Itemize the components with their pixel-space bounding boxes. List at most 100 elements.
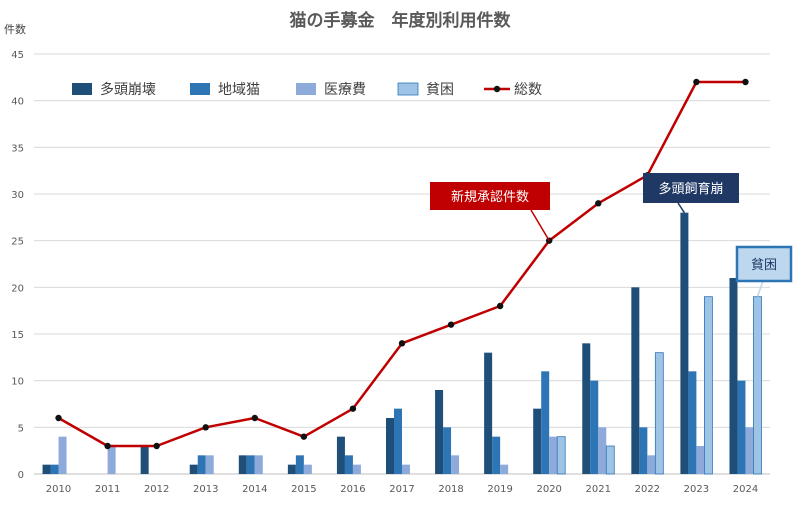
y-axis-label: 件数 [4, 23, 26, 36]
bar-3 [303, 464, 312, 474]
bar-2 [737, 380, 746, 474]
bar-4 [753, 296, 762, 475]
bar-3 [254, 455, 263, 474]
y-tick-label: 35 [11, 143, 24, 154]
bar-1 [238, 455, 247, 474]
bar-4 [605, 445, 615, 475]
annotation-text: 多頭飼育崩 [658, 181, 723, 197]
y-tick-label: 30 [11, 190, 24, 201]
total-line-group [55, 78, 749, 450]
legend-marker [493, 85, 501, 93]
total-point [153, 442, 160, 450]
total-point [693, 78, 700, 86]
bar-2 [688, 371, 697, 474]
bar-3 [696, 446, 705, 474]
y-tick-label: 5 [18, 423, 24, 434]
x-tick-label: 2014 [242, 484, 267, 495]
bar-2 [394, 408, 402, 474]
bar-1 [631, 287, 640, 474]
bar-1 [582, 343, 591, 474]
total-point [251, 414, 258, 422]
total-point [300, 433, 308, 440]
legend-swatch [190, 83, 210, 95]
bar-3 [598, 427, 607, 474]
bar-1 [484, 352, 493, 474]
annotation-box [430, 182, 550, 210]
legend-label: 地域猫 [218, 82, 260, 98]
y-tick-label: 25 [11, 237, 24, 248]
total-point [104, 442, 111, 450]
bar-3 [647, 455, 656, 474]
x-tick-labels: 2010 2011 2012 2013 2014 2015 2016 2017 2018 2019… [46, 484, 758, 495]
chart-title: 猫の手募金 年度別利用件数 [290, 10, 512, 31]
x-tick-label: 2022 [635, 484, 660, 495]
grid-lines [34, 53, 770, 475]
legend: 多頭崩壊 地域猫 医療費 貧困 総数 [72, 81, 542, 98]
bar-1 [287, 464, 296, 474]
bar-1 [336, 436, 345, 474]
bar-2 [590, 380, 599, 474]
bar-2 [443, 427, 452, 474]
legend-label: 多頭崩壊 [100, 81, 156, 98]
bar-2 [246, 455, 255, 474]
y-tick-label: 40 [11, 97, 24, 108]
total-point [447, 321, 455, 328]
x-tick-label: 2013 [193, 484, 218, 495]
x-tick-label: 2023 [684, 484, 709, 495]
bar-3 [451, 455, 460, 474]
bar-1 [729, 278, 738, 474]
total-line [57, 80, 746, 448]
bar-2 [541, 371, 550, 474]
x-tick-label: 2016 [340, 484, 365, 495]
x-tick-label: 2020 [536, 484, 561, 495]
legend-label: 貧困 [426, 82, 454, 98]
x-tick-label: 2021 [586, 484, 611, 495]
legend-label: 医療費 [324, 81, 366, 98]
total-point [202, 424, 209, 431]
x-tick-label: 2010 [46, 484, 71, 495]
annotation-text: 新規承認件数 [451, 189, 529, 205]
bar-4 [704, 296, 713, 475]
annotation-box [643, 173, 739, 203]
bar-3 [500, 464, 509, 474]
bar-2 [492, 436, 501, 474]
bar-3 [402, 464, 410, 474]
x-tick-label: 2017 [389, 484, 414, 495]
y-tick-label: 0 [18, 470, 24, 481]
annotation-box [735, 245, 793, 283]
annotation-leader [677, 202, 686, 214]
total-point [496, 302, 504, 310]
bar-4 [556, 436, 566, 475]
total-point [398, 340, 406, 347]
x-tick-label: 2011 [95, 484, 120, 495]
annotation-text: 貧困 [751, 258, 777, 273]
bar-2 [197, 455, 206, 474]
bar-1 [42, 464, 51, 474]
legend-swatch [296, 83, 316, 95]
total-point [349, 405, 357, 412]
bar-1 [435, 390, 444, 474]
y-tick-label: 45 [11, 50, 24, 61]
bar-3 [745, 427, 754, 474]
bar-2 [50, 464, 59, 474]
bar-3 [205, 455, 214, 474]
y-tick-labels: 0 5 10 15 20 25 30 35 40 45 [11, 50, 24, 481]
x-tick-label: 2024 [733, 484, 758, 495]
y-tick-label: 20 [11, 283, 24, 294]
y-tick-label: 15 [11, 330, 24, 341]
bar-2 [344, 455, 353, 474]
x-tick-label: 2019 [487, 484, 512, 495]
annotation-leader [756, 280, 764, 297]
bar-1 [386, 418, 394, 474]
total-point [55, 414, 62, 422]
bar-1 [140, 446, 149, 474]
y-tick-label: 10 [11, 377, 24, 388]
bars-group [42, 212, 762, 475]
bar-3 [58, 436, 67, 474]
bar-3 [352, 464, 361, 474]
legend-swatch [72, 83, 92, 95]
bar-1 [533, 408, 542, 474]
